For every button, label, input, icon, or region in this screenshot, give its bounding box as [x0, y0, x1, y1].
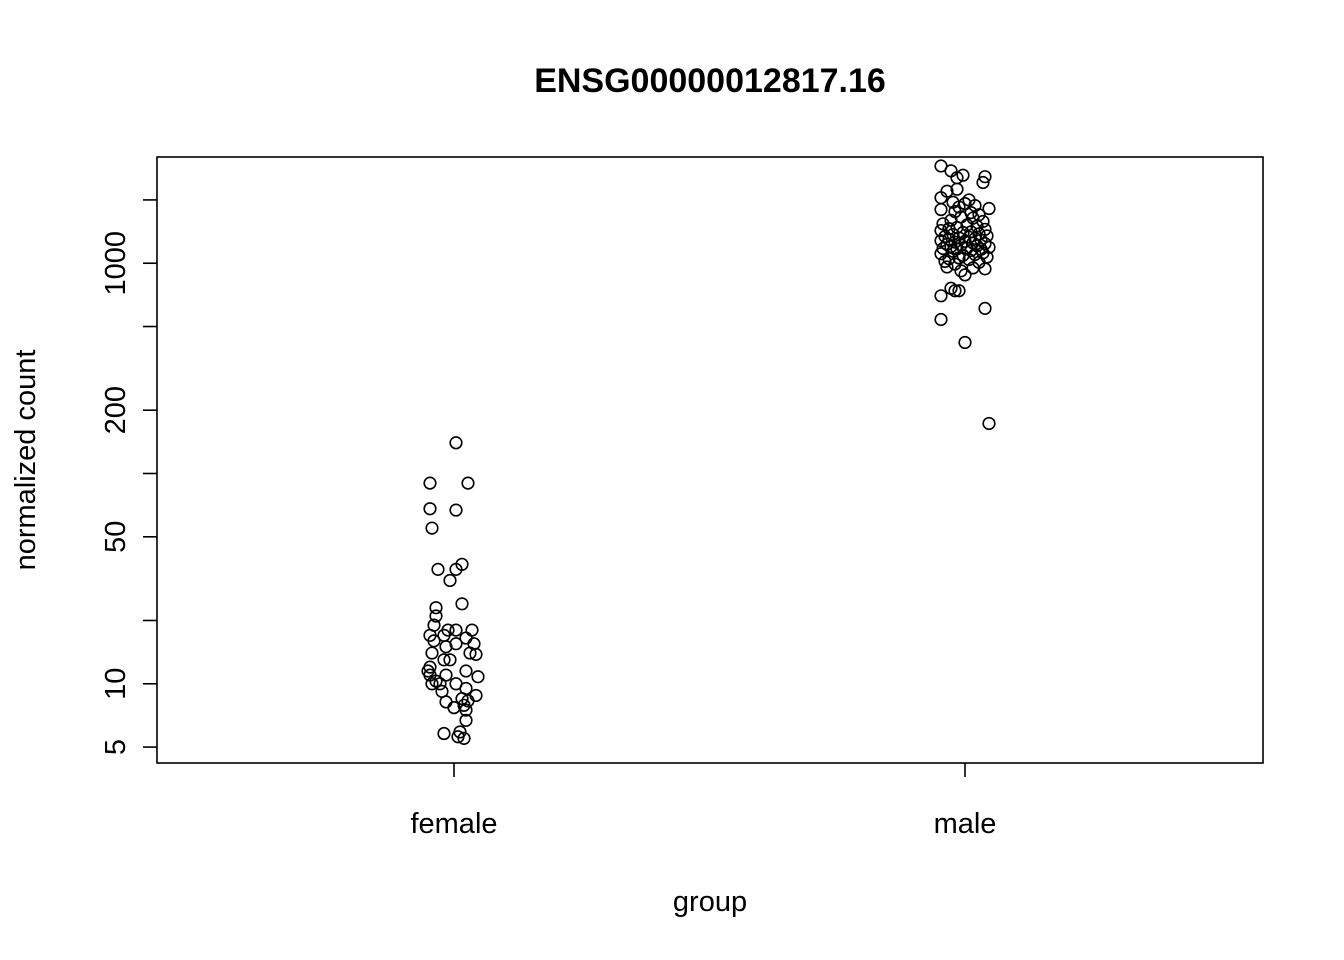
data-point-female [459, 664, 473, 678]
data-point-female [457, 731, 471, 745]
data-point-female [439, 668, 453, 682]
data-point-female [437, 726, 451, 741]
data-point-female [443, 653, 457, 667]
y-tick-label: 1000 [100, 231, 132, 296]
data-point-female [471, 670, 485, 684]
data-point-female [451, 730, 465, 744]
data-point-female [425, 521, 439, 535]
data-point-male [934, 202, 948, 217]
data-point-female [437, 653, 451, 667]
data-point-female [439, 695, 453, 709]
y-axis: 5 10 50 200 1000 [100, 199, 157, 755]
data-point-female [423, 502, 437, 516]
data-point-female [447, 701, 461, 715]
data-point-male [934, 289, 948, 303]
data-point-female [461, 476, 475, 490]
y-tick-label: 50 [100, 521, 132, 553]
data-point-female [449, 503, 463, 517]
y-tick-label: 5 [100, 739, 132, 755]
data-point-female [459, 703, 473, 717]
data-point-male [950, 182, 964, 196]
data-point-male [934, 312, 948, 327]
data-point-female [431, 562, 445, 576]
data-point-female [425, 677, 439, 691]
data-point-male [944, 164, 958, 178]
data-point-male [956, 168, 970, 182]
data-point-female [439, 640, 453, 654]
data-point-male [982, 201, 996, 216]
y-axis-label: normalized count [10, 350, 42, 571]
data-point-female [469, 647, 483, 661]
data-point-male [948, 235, 962, 249]
data-point-female [429, 601, 443, 615]
data-point-male [958, 234, 972, 248]
x-tick-label-male: male [934, 808, 997, 840]
data-point-female [443, 573, 457, 588]
data-point-male [958, 268, 972, 282]
x-tick-label-female: female [410, 808, 497, 840]
data-point-male [978, 262, 992, 276]
plot-frame [156, 156, 1264, 764]
data-point-male [948, 284, 962, 298]
data-point-male [940, 260, 954, 274]
data-point-male [978, 170, 992, 184]
data-point-female [429, 609, 443, 623]
data-point-female [449, 623, 463, 637]
data-point-female [465, 623, 479, 637]
data-point-female [427, 634, 441, 648]
data-point-male [958, 335, 972, 350]
data-point-male [960, 218, 974, 232]
data-point-male [954, 264, 968, 278]
data-point-male [952, 200, 966, 214]
data-point-female [463, 646, 477, 660]
data-point-male [978, 301, 992, 315]
data-point-male [962, 253, 976, 267]
data-point-female [455, 597, 469, 611]
data-point-male [976, 175, 990, 190]
chart-title: ENSG00000012817.16 [534, 62, 886, 100]
data-point-female [449, 436, 463, 450]
data-point-female [455, 692, 469, 706]
y-tick-label: 200 [100, 386, 132, 434]
data-point-male [952, 284, 966, 298]
y-tick-label: 10 [100, 668, 132, 700]
points-layer [421, 159, 996, 745]
data-point-female [469, 688, 483, 703]
x-axis-label: group [673, 886, 747, 918]
data-point-female [425, 646, 439, 660]
data-point-female [423, 476, 437, 490]
data-point-female [449, 562, 463, 576]
data-point-female [461, 694, 475, 708]
data-point-female [433, 677, 447, 691]
x-axis: female male [410, 763, 996, 840]
data-point-male [938, 254, 952, 269]
data-point-male [982, 416, 996, 431]
data-point-female [459, 713, 473, 727]
